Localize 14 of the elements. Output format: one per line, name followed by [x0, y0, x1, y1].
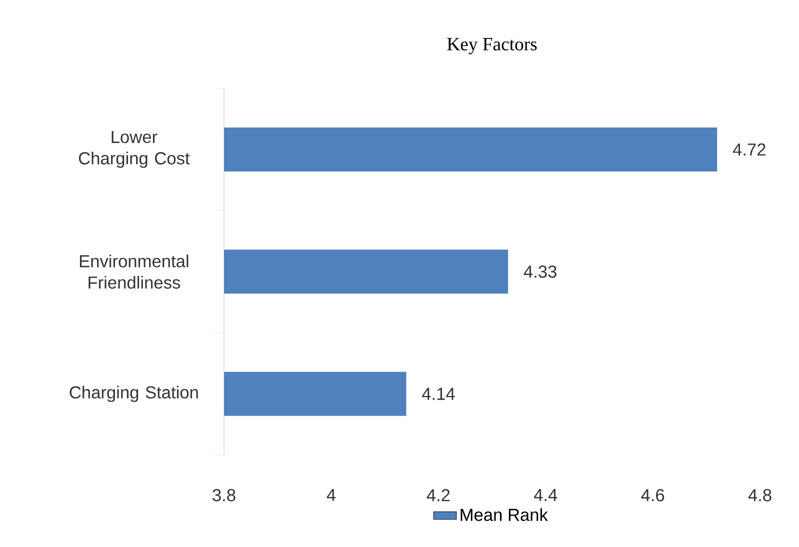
x-tick-label: 4 [326, 489, 336, 501]
chart-title: Key Factors [447, 38, 537, 54]
x-tick-label: 3.8 [212, 489, 236, 502]
data-label: 4.33 [524, 266, 556, 278]
x-tick-label: 4.2 [426, 489, 450, 502]
y-tick-label: Charging Station [70, 386, 198, 402]
x-tick-label: 4.6 [641, 489, 664, 502]
legend-label: Mean Rank [460, 508, 548, 521]
data-label: 4.72 [732, 143, 766, 156]
data-label: 4.14 [422, 388, 455, 400]
y-tick-label: Lower Charging Cost [78, 131, 190, 168]
x-tick-label: 4.4 [534, 489, 558, 501]
x-tick-label: 4.8 [748, 489, 772, 502]
y-tick-label: Environmental Friendliness [80, 254, 188, 289]
